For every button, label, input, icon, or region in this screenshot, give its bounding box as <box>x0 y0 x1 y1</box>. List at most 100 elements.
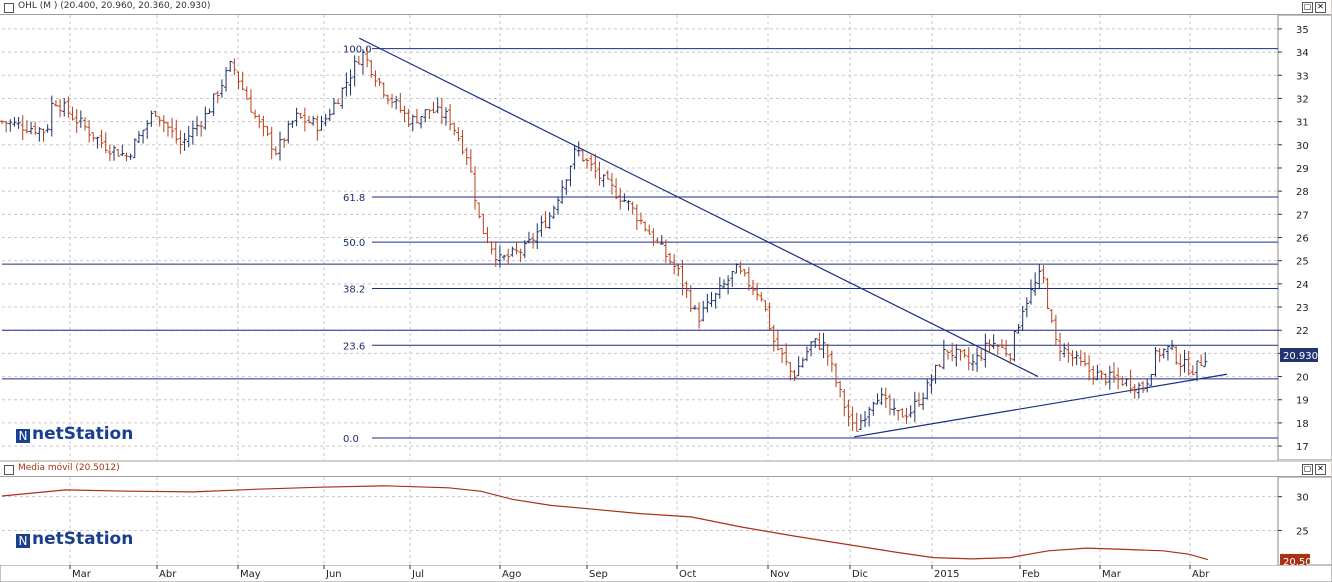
ohlc-bar <box>738 261 743 275</box>
ohlc-bar <box>99 129 104 148</box>
ohlc-bar <box>970 353 975 372</box>
ohlc-bar <box>406 108 411 127</box>
ohlc-bar <box>45 124 50 133</box>
ohlc-bar <box>452 122 457 136</box>
ohlc-bar <box>1074 350 1079 366</box>
ohlc-bar <box>124 152 129 162</box>
ohlc-bar <box>983 333 988 368</box>
indicator-close-icon[interactable]: ✕ <box>1315 464 1326 475</box>
ohlc-bar <box>904 407 909 424</box>
ohlc-bar <box>286 120 291 144</box>
ohlc-bar <box>1149 374 1154 386</box>
indicator-panel-header: Media móvil (20.5012) ▢ ✕ <box>0 462 1331 477</box>
ohlc-bar <box>941 339 946 370</box>
main-panel-title: OHL (M ) (20.400, 20.960, 20.360, 20.930… <box>18 1 211 11</box>
price-tick-label: 24 <box>1296 280 1309 291</box>
ohlc-bar <box>236 71 241 90</box>
ohlc-bar <box>410 114 415 132</box>
ohlc-bar <box>937 363 942 368</box>
ohlc-bar <box>1037 264 1042 290</box>
ohlc-bar <box>1111 362 1116 383</box>
ohlc-bar <box>883 387 888 408</box>
ohlc-bar <box>381 82 386 99</box>
ohlc-bar <box>1157 348 1162 363</box>
price-tick-label: 22 <box>1296 326 1309 337</box>
ohlc-bar <box>809 341 814 357</box>
ohlc-bar <box>244 86 249 100</box>
ohlc-bar <box>775 329 780 351</box>
ohlc-bar <box>593 153 598 179</box>
ohlc-bar <box>1178 354 1183 377</box>
ohlc-bar <box>692 304 697 310</box>
ohlc-bar <box>580 150 585 162</box>
time-axis-background <box>0 565 1332 582</box>
price-tick-label: 32 <box>1296 94 1309 105</box>
ohlc-bar <box>481 213 486 235</box>
ohlc-bar <box>585 157 590 169</box>
panel-menu-icon[interactable] <box>4 3 14 13</box>
ohlc-bar <box>568 165 573 187</box>
ohlc-bar <box>369 59 374 78</box>
ohlc-bar <box>157 116 162 127</box>
ohlc-bar <box>551 205 556 219</box>
time-axis: Mar Abr May Jun Jul Ago Sep Oct Nov Dic 2015 Feb Mar… <box>0 565 1332 582</box>
ohlc-bar <box>763 300 768 312</box>
ohlc-bar <box>365 46 370 68</box>
ohlc-bar <box>497 245 502 268</box>
ohlc-bar <box>435 97 440 114</box>
restore-icon[interactable]: ▢ <box>1302 2 1313 13</box>
ohlc-bar <box>290 120 295 128</box>
ohlc-bar <box>842 389 847 417</box>
ohlc-bar <box>327 108 332 122</box>
close-icon[interactable]: ✕ <box>1315 2 1326 13</box>
ohlc-bar <box>1153 346 1158 377</box>
ohlc-bar <box>464 147 469 166</box>
last-price-badge <box>1280 348 1318 363</box>
ohlc-bar <box>925 379 930 400</box>
ohlc-bar <box>1165 345 1170 361</box>
price-chart: 1718192021222324252627282930313233343510… <box>0 15 1332 460</box>
ohlc-bar <box>240 71 245 91</box>
ohlc-bar <box>16 117 21 129</box>
ohlc-bar <box>74 108 79 133</box>
ohlc-bar <box>1099 370 1104 380</box>
ohlc-bar <box>813 338 818 348</box>
indicator-tick-label: 30 <box>1296 493 1309 504</box>
ohlc-bar <box>298 112 303 119</box>
ohlc-bar <box>145 120 150 139</box>
indicator-menu-icon[interactable] <box>4 465 14 475</box>
ohlc-bar <box>1053 314 1058 345</box>
ohlc-bar <box>817 332 822 351</box>
ohlc-bar <box>211 93 216 116</box>
ohlc-bar <box>804 346 809 362</box>
month-label: Mar <box>72 569 92 580</box>
ohlc-bar <box>253 109 258 119</box>
indicator-restore-icon[interactable]: ▢ <box>1302 464 1313 475</box>
ohlc-bar <box>1120 375 1125 386</box>
ohlc-bar <box>946 350 951 360</box>
trendline <box>854 373 1228 438</box>
ohlc-bar <box>531 232 536 249</box>
ohlc-bar <box>473 166 478 210</box>
ohlc-bar <box>1091 365 1096 385</box>
ohlc-bar <box>759 291 764 302</box>
ohlc-bar <box>1033 272 1038 296</box>
month-label: Jun <box>325 569 342 580</box>
ohlc-bar <box>460 129 465 155</box>
ohlc-bar <box>668 252 673 264</box>
ohlc-bar <box>916 392 921 407</box>
ohlc-bar <box>510 246 515 257</box>
ohlc-bar <box>526 231 531 244</box>
ohlc-bar <box>634 204 639 231</box>
moving-average-chart: 25 30 20.50 <box>0 477 1332 565</box>
ohlc-bar <box>414 108 419 124</box>
ohlc-bar <box>186 125 191 148</box>
ohlc-bar <box>1020 305 1025 332</box>
ohlc-bar <box>1170 340 1175 351</box>
ohlc-bar <box>535 223 540 250</box>
ohlc-bar <box>887 394 892 416</box>
ohlc-bar <box>543 211 548 229</box>
ohlc-bar <box>705 293 710 313</box>
ohlc-bar <box>419 115 424 129</box>
ohlc-bar <box>713 292 718 309</box>
